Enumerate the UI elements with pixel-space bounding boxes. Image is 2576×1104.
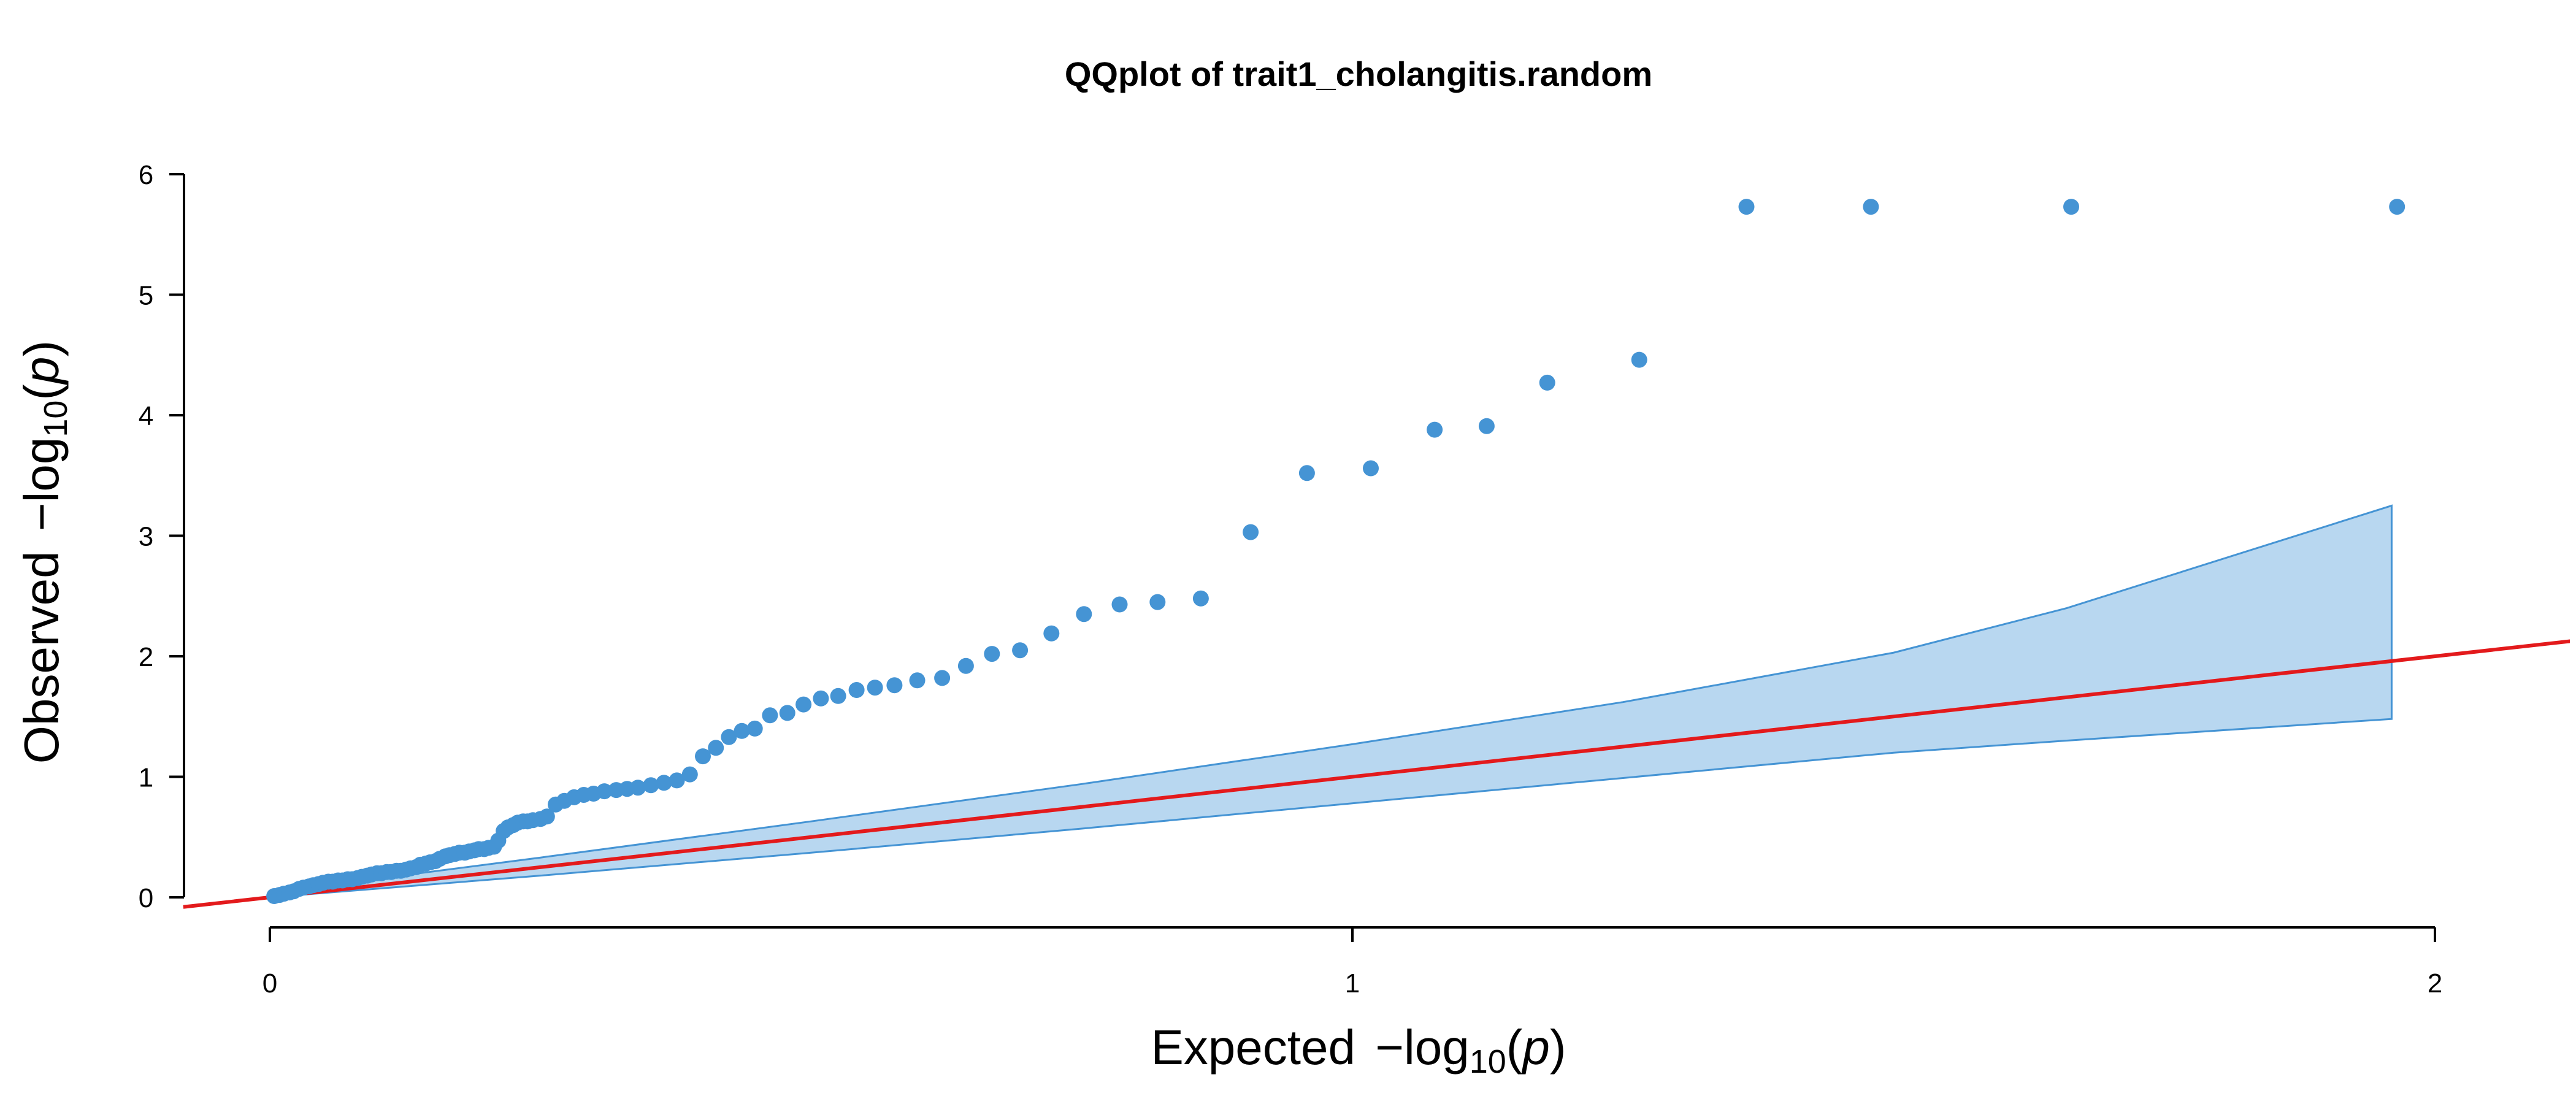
confidence-band-layer [269, 504, 2393, 899]
data-point [539, 808, 555, 825]
data-point [984, 646, 1000, 662]
data-point [1076, 606, 1092, 623]
data-point [1298, 465, 1315, 481]
x-axis: 0 1 2 [263, 926, 2442, 999]
data-point [762, 707, 778, 724]
y-ticks: 0 1 2 3 4 5 6 [139, 160, 184, 913]
x-ticks: 0 1 2 [263, 927, 2442, 999]
data-point [867, 680, 883, 696]
data-point [1111, 596, 1128, 613]
data-points [266, 199, 2405, 904]
data-point [708, 740, 724, 756]
data-point [1539, 374, 1555, 391]
data-point [630, 780, 646, 796]
data-point [681, 766, 698, 783]
data-point [2389, 199, 2405, 215]
data-point [1363, 460, 1379, 477]
data-point [1863, 199, 1879, 215]
y-tick-label: 5 [139, 281, 153, 311]
data-point [886, 677, 903, 694]
data-point [643, 777, 659, 794]
data-point [1243, 524, 1259, 540]
data-point [848, 682, 865, 698]
data-point [1149, 594, 1166, 610]
x-tick-label: 2 [2428, 968, 2442, 999]
y-tick-label: 1 [139, 763, 153, 793]
data-point [1427, 421, 1443, 438]
y-tick-label: 6 [139, 160, 153, 190]
data-point [957, 657, 974, 674]
data-point [746, 720, 763, 737]
data-point [721, 729, 737, 745]
x-tick-label: 1 [1345, 968, 1360, 999]
data-point [779, 705, 795, 721]
data-point [1012, 642, 1029, 659]
y-tick-label: 2 [139, 642, 153, 672]
y-axis: 0 1 2 3 4 5 6 [139, 160, 185, 913]
x-axis-label: Expected −log10(p) [1151, 1020, 1566, 1080]
y-tick-label: 0 [139, 883, 153, 913]
data-point [1478, 418, 1495, 434]
data-point [934, 670, 951, 686]
data-point [1043, 625, 1060, 642]
data-point [909, 672, 926, 689]
y-tick-label: 4 [139, 401, 153, 431]
data-point [830, 688, 846, 704]
y-axis-label: Observed −log10(p) [14, 340, 74, 764]
chart-title: QQplot of trait1_cholangitis.random [1065, 55, 1652, 93]
data-point [2063, 199, 2079, 215]
data-point [669, 772, 685, 789]
data-point [1631, 351, 1647, 368]
data-point [695, 748, 711, 765]
data-point [795, 696, 812, 713]
confidence-band [269, 504, 2393, 899]
data-point [813, 690, 829, 707]
y-tick-label: 3 [139, 522, 153, 552]
data-point [1192, 590, 1209, 607]
data-point [596, 783, 613, 800]
data-point [656, 775, 672, 791]
x-tick-label: 0 [263, 968, 277, 999]
reference-line [183, 639, 2570, 909]
data-point [734, 723, 750, 739]
data-point [1738, 199, 1755, 215]
